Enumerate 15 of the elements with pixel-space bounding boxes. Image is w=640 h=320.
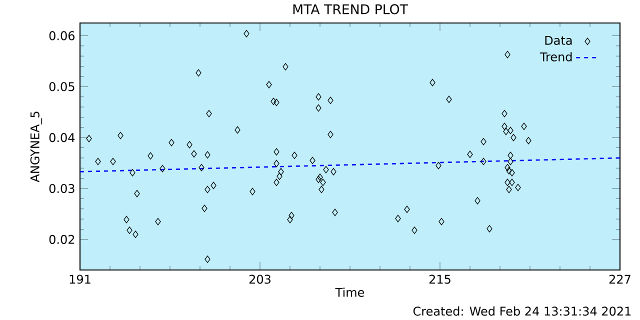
x-tick-label: 203 [249, 274, 270, 284]
chart-title: MTA TREND PLOT [293, 4, 408, 14]
y-axis-title: ANGYNEA_5 [30, 112, 42, 182]
text: Created: Wed Feb 24 13:31:34 2021 [413, 306, 631, 316]
y-tick-label: 0.06 [49, 31, 75, 40]
x-tick-label: 191 [70, 274, 90, 284]
x-tick-label: 227 [609, 274, 630, 284]
legend-label: Trend [540, 52, 572, 62]
y-tick-label: 0.04 [49, 133, 75, 142]
y-tick-label: 0.02 [49, 234, 74, 244]
legend-label: Data [545, 36, 572, 45]
y-tick-label: 0.05 [49, 82, 74, 92]
y-tick-label: 0.03 [49, 184, 74, 194]
x-axis-title: Time [335, 288, 364, 297]
x-tick-label: 215 [429, 274, 450, 284]
